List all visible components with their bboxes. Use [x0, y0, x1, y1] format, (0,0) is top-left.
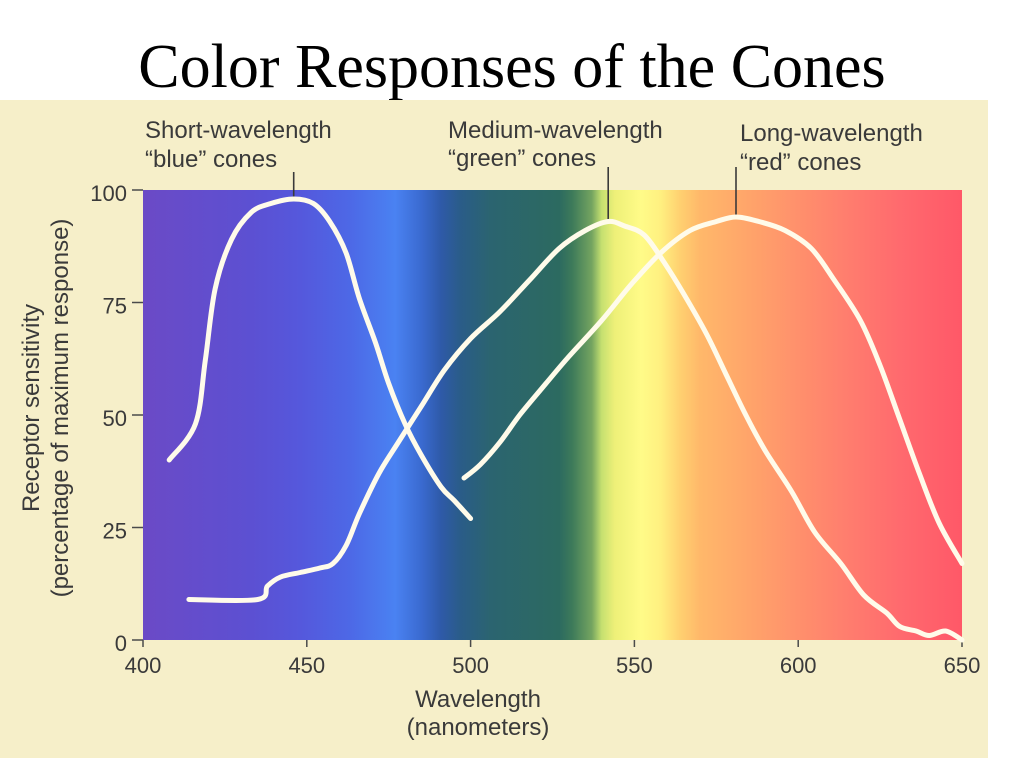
response-curves — [166, 196, 965, 643]
y-tick-label: 0 — [115, 631, 127, 656]
x-tick-label: 550 — [616, 653, 653, 678]
x-tick-label: 450 — [288, 653, 325, 678]
x-axis-subtitle: (nanometers) — [407, 714, 550, 741]
x-axis-title: Wavelength — [415, 686, 541, 713]
green-cone-response-curve — [186, 218, 965, 643]
y-axis: 0 25 50 75 100 — [90, 181, 143, 656]
x-tick-label: 650 — [944, 653, 981, 678]
y-axis-subtitle: (percentage of maximum response) — [47, 219, 74, 598]
y-axis-title: Receptor sensitivity — [18, 304, 45, 512]
x-tick-label: 600 — [780, 653, 817, 678]
x-axis: 400 450 500 550 600 650 — [125, 640, 981, 678]
short-wavelength-label: Short-wavelength — [145, 117, 332, 144]
y-tick-label: 25 — [103, 519, 127, 544]
long-wavelength-label: Long-wavelength — [740, 120, 923, 147]
blue-cones-label: “blue” cones — [145, 146, 277, 173]
red-cones-label: “red” cones — [740, 149, 861, 176]
red-cone-response-curve — [461, 214, 965, 566]
x-tick-label: 400 — [125, 653, 162, 678]
peak-pointer-lines — [292, 167, 737, 222]
y-tick-label: 50 — [103, 406, 127, 431]
medium-wavelength-label: Medium-wavelength — [448, 117, 663, 144]
blue-cone-response-curve — [166, 196, 474, 521]
y-tick-label: 75 — [103, 294, 127, 319]
chart-title: Color Responses of the Cones — [138, 33, 885, 101]
y-tick-label: 100 — [90, 181, 127, 206]
x-tick-label: 500 — [452, 653, 489, 678]
green-cones-label: “green” cones — [448, 145, 596, 172]
series-annotations: Short-wavelength “blue” cones Medium-wav… — [145, 117, 923, 176]
